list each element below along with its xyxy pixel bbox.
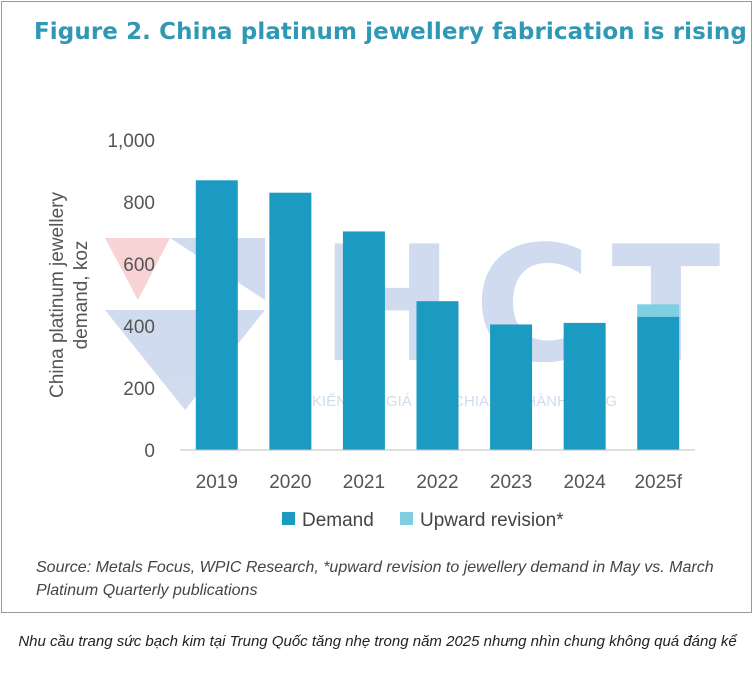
x-tick-label: 2021 (343, 472, 385, 493)
x-tick-label: 2020 (269, 472, 311, 493)
y-tick-label: 600 (123, 255, 155, 276)
y-tick-label: 400 (123, 317, 155, 338)
bar-demand (637, 316, 680, 450)
watermark-triangle-red (105, 238, 170, 300)
bar-demand (563, 322, 606, 450)
x-tick-label: 2024 (564, 472, 607, 493)
bars (195, 180, 680, 451)
x-tick-label: 2019 (196, 472, 238, 493)
source-note: Source: Metals Focus, WPIC Research, *up… (36, 559, 714, 599)
x-tick-label: 2025f (634, 472, 682, 493)
y-axis-label-line: China platinum jewellery (47, 192, 68, 398)
bar-demand (269, 192, 312, 450)
bar-demand (490, 324, 533, 450)
bar-upward-revision (637, 304, 680, 317)
legend-label: Demand (302, 510, 374, 531)
legend-swatch (400, 512, 413, 525)
legend-label: Upward revision* (420, 510, 564, 531)
x-tick-label: 2022 (416, 472, 458, 493)
watermark-slogan: KIẾN TẠO GIÁ TRỊ - CHIA SẺ THÀNH CÔNG (312, 393, 617, 410)
y-axis-label: China platinum jewellery demand, koz (47, 192, 92, 398)
y-tick-label: 1,000 (107, 131, 155, 152)
y-axis-ticks: 0 200 400 600 800 1,000 (107, 131, 155, 462)
y-tick-label: 800 (123, 193, 155, 214)
y-tick-label: 200 (123, 379, 155, 400)
legend: Demand Upward revision* (282, 510, 564, 531)
chart-title: Figure 2. China platinum jewellery fabri… (34, 19, 747, 45)
x-tick-label: 2023 (490, 472, 532, 493)
bar-demand (416, 301, 459, 450)
bar-demand (195, 180, 238, 451)
y-tick-label: 0 (144, 441, 155, 462)
y-axis-label-line: demand, koz (71, 241, 92, 350)
caption: Nhu cầu trang sức bạch kim tại Trung Quố… (18, 633, 737, 650)
legend-swatch (282, 512, 295, 525)
x-axis-ticks: 2019 2020 2021 2022 2023 2024 2025f (196, 472, 683, 493)
bar-chart: HCT KIẾN TẠO GIÁ TRỊ - CHIA SẺ THÀNH CÔN… (47, 131, 720, 531)
bar-demand (342, 231, 385, 450)
